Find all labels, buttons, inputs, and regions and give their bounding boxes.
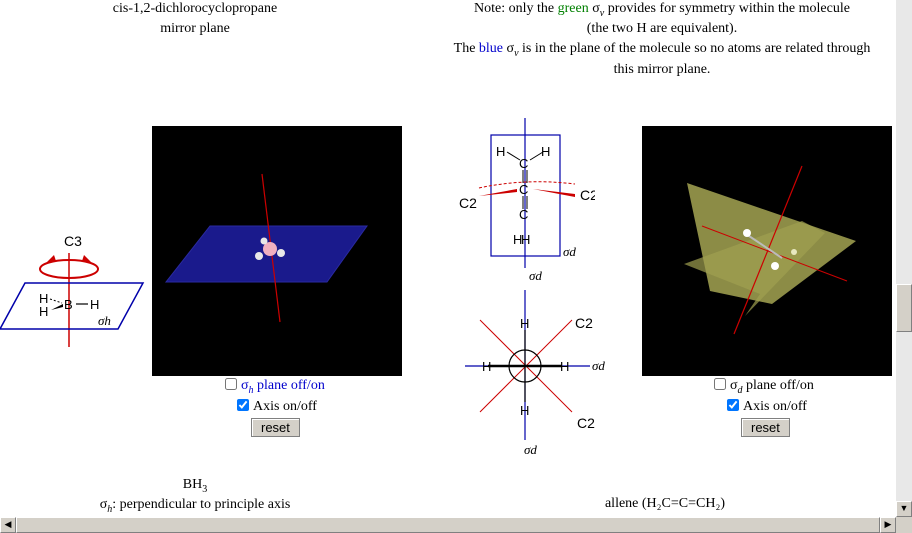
boron-atom bbox=[263, 242, 277, 256]
scroll-left-icon[interactable]: ◀ bbox=[0, 517, 16, 533]
hydrogen-atom bbox=[791, 249, 797, 255]
sigma-d-plane-3d bbox=[684, 221, 825, 316]
bh3-3d-viewer[interactable] bbox=[152, 126, 402, 376]
atom-h3: H bbox=[90, 297, 99, 312]
bh3-axis-checkbox[interactable] bbox=[237, 399, 249, 411]
allene-axis-checkbox[interactable] bbox=[727, 399, 739, 411]
allene-plane-checkbox[interactable] bbox=[714, 378, 726, 390]
hydrogen-atom bbox=[260, 237, 268, 245]
atom-h: H bbox=[521, 232, 530, 247]
c2-right-label: C2 bbox=[580, 187, 595, 203]
top-left-title: cis-1,2-dichlorocyclopropane bbox=[112, 1, 278, 16]
vertical-scrollbar[interactable]: ▼ bbox=[896, 0, 912, 517]
atom-c: C bbox=[519, 207, 528, 222]
sigma-d-label: σd bbox=[592, 358, 605, 373]
top-left-subtitle: mirror plane bbox=[160, 21, 230, 36]
atom-h: H bbox=[513, 232, 522, 247]
atom-b: B bbox=[64, 297, 73, 312]
sigma-d-label: σd bbox=[529, 268, 542, 283]
note-line-1: Note: only the green σv provides for sym… bbox=[474, 1, 850, 19]
bh3-reset-button[interactable]: reset bbox=[251, 418, 300, 437]
note-line-4: this mirror plane. bbox=[613, 62, 711, 77]
horizontal-scroll-thumb[interactable] bbox=[16, 517, 880, 533]
scrollbar-corner bbox=[896, 517, 912, 533]
atom-h: H bbox=[496, 144, 505, 159]
atom-h: H bbox=[541, 144, 550, 159]
allene-plane-toggle[interactable]: σd plane off/on bbox=[714, 378, 814, 396]
note-line-2: (the two H are equivalent). bbox=[586, 21, 738, 36]
allene-side-diagram: H H C C C H H C2 C2 σd σd bbox=[459, 118, 595, 283]
hydrogen-atom bbox=[771, 262, 779, 270]
sigma-d-plane-rect bbox=[490, 134, 561, 257]
bh3-axis-toggle[interactable]: Axis on/off bbox=[237, 399, 317, 415]
c2-left-label: C2 bbox=[459, 195, 477, 211]
allene-3d-viewer[interactable] bbox=[642, 126, 892, 376]
vertical-scroll-thumb[interactable] bbox=[896, 284, 912, 332]
allene-end-diagram: H H H H C2 C2 σd σd bbox=[465, 290, 605, 457]
bh3-schematic: C3 H H B H σh bbox=[0, 233, 145, 347]
c2-lower-label: C2 bbox=[575, 315, 593, 331]
hydrogen-atom bbox=[255, 252, 263, 260]
hydrogen-atom bbox=[277, 249, 285, 257]
atom-h: H bbox=[560, 359, 569, 374]
bh3-caption: BH3 bbox=[182, 477, 208, 495]
allene-caption: allene (H₂C=C=CH₂) bbox=[604, 496, 726, 511]
atom-h: H bbox=[520, 316, 529, 331]
atom-h2: H bbox=[39, 304, 48, 319]
allene-reset-button[interactable]: reset bbox=[741, 418, 790, 437]
atom-h: H bbox=[482, 359, 491, 374]
atom-h1: H bbox=[39, 291, 48, 306]
axis-3d bbox=[733, 165, 803, 335]
note-line-3: The blue σv is in the plane of the molec… bbox=[453, 41, 871, 59]
sigma-h-plane-shape bbox=[0, 282, 145, 330]
sigma-d-label: σd bbox=[524, 442, 537, 457]
bh3-plane-checkbox[interactable] bbox=[225, 378, 237, 390]
scroll-right-icon[interactable]: ▶ bbox=[880, 517, 896, 533]
c2-lower-label: C2 bbox=[577, 415, 595, 431]
hydrogen-atom bbox=[743, 229, 751, 237]
scroll-down-icon[interactable]: ▼ bbox=[896, 501, 912, 517]
rotation-arrow-icon bbox=[39, 259, 99, 279]
c3-label: C3 bbox=[64, 233, 82, 249]
bh3-description: σh: perpendicular to principle axis bbox=[99, 497, 291, 515]
sigma-d-label: σd bbox=[563, 244, 576, 259]
sigma-h-label: σh bbox=[98, 313, 111, 328]
atom-c: C bbox=[519, 156, 528, 171]
horizontal-scrollbar[interactable]: ◀ ▶ bbox=[0, 517, 896, 533]
bh3-plane-toggle[interactable]: σh plane off/on bbox=[225, 378, 325, 396]
allene-axis-toggle[interactable]: Axis on/off bbox=[727, 399, 807, 415]
atom-c: C bbox=[519, 182, 528, 197]
atom-h: H bbox=[520, 403, 529, 418]
